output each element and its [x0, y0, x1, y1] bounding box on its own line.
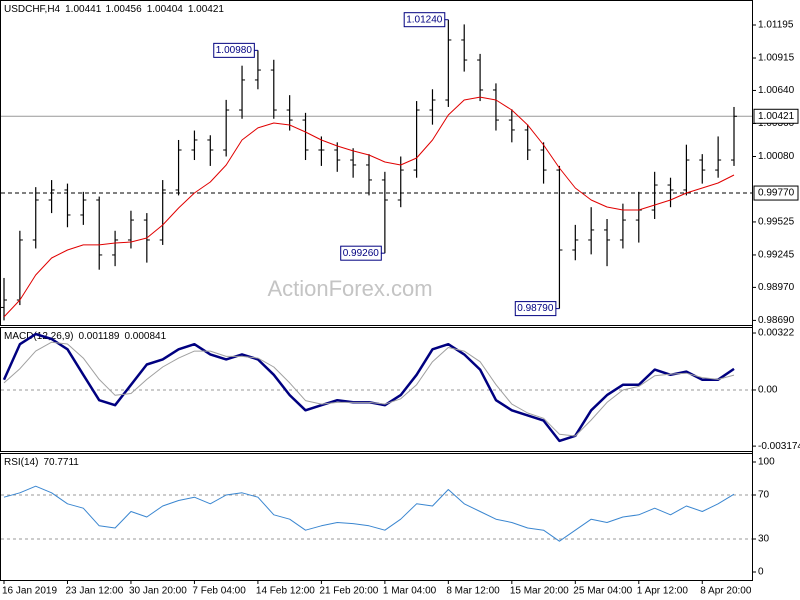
y-tick-label: -0.003174 — [758, 441, 800, 452]
indicator-line — [3, 341, 735, 437]
price-line-box — [753, 108, 799, 124]
x-tick-label: 8 Mar 12:00 — [446, 586, 500, 597]
x-tick-label: 1 Mar 04:00 — [383, 586, 437, 597]
y-tick-label: 0.00322 — [758, 328, 795, 339]
y-tick-label: 1.00640 — [758, 85, 795, 96]
annotation-label: 1.01240 — [406, 14, 443, 25]
y-tick-label: 0.99525 — [758, 217, 795, 228]
x-tick-label: 25 Mar 04:00 — [573, 586, 632, 597]
panel-title: RSI(14) — [4, 457, 38, 468]
header-value: 1.00456 — [106, 4, 143, 15]
moving-average — [3, 96, 735, 318]
y-tick-label: 0.00 — [758, 385, 778, 396]
x-tick-label: 21 Feb 20:00 — [319, 586, 378, 597]
y-tick-label: 1.00080 — [758, 151, 795, 162]
price-line-box — [753, 185, 799, 201]
indicator-line — [3, 485, 735, 542]
y-tick-label: 0.98690 — [758, 315, 795, 326]
header-value: 70.7711 — [43, 457, 79, 468]
header-value: 1.00441 — [65, 4, 102, 15]
x-tick-label: 8 Apr 20:00 — [700, 586, 752, 597]
price-line-label: 1.00421 — [758, 111, 795, 122]
y-tick-label: 100 — [758, 457, 775, 468]
x-tick-label: 23 Jan 12:00 — [65, 586, 123, 597]
panel-header: USDCHF,H4 1.00441 1.00456 1.00404 1.00421 — [4, 4, 224, 15]
x-tick-label: 16 Jan 2019 — [2, 586, 57, 597]
annotation-label: 0.99260 — [343, 248, 380, 259]
annotation-label: 1.00980 — [216, 45, 253, 56]
header-value: 0.000841 — [124, 331, 166, 342]
header-value: 1.00404 — [147, 4, 184, 15]
header-value: 0.001189 — [78, 331, 119, 342]
price-line-label: 0.99770 — [758, 188, 795, 199]
x-tick-label: 14 Feb 12:00 — [256, 586, 315, 597]
x-tick-label: 30 Jan 20:00 — [129, 586, 187, 597]
y-tick-label: 1.01195 — [758, 20, 794, 31]
y-tick-label: 1.00915 — [758, 53, 795, 64]
x-tick-label: 7 Feb 04:00 — [192, 586, 246, 597]
watermark: ActionForex.com — [267, 276, 432, 301]
y-tick-label: 0 — [758, 567, 764, 578]
annotation-label: 0.98790 — [517, 303, 554, 314]
y-tick-label: 30 — [758, 534, 770, 545]
y-tick-label: 70 — [758, 490, 770, 501]
panel-header: RSI(14) 70.7711 — [4, 457, 79, 468]
panel-title: USDCHF,H4 — [4, 4, 61, 15]
y-tick-label: 0.99245 — [758, 250, 795, 261]
x-tick-label: 15 Mar 20:00 — [510, 586, 569, 597]
x-tick-label: 1 Apr 12:00 — [637, 586, 689, 597]
y-tick-label: 0.98970 — [758, 282, 795, 293]
header-value: 1.00421 — [188, 4, 225, 15]
